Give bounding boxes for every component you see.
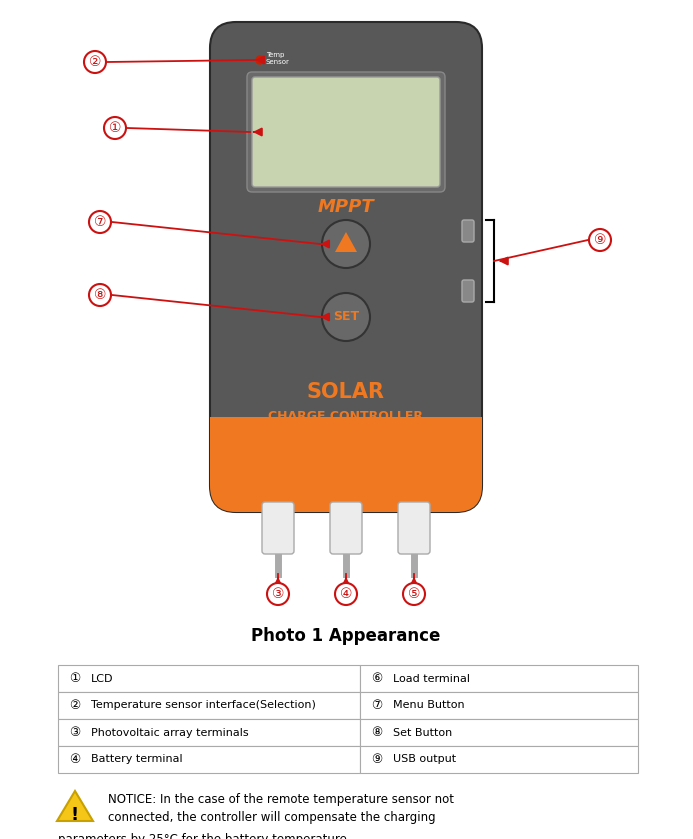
Text: USB output: USB output [393, 754, 456, 764]
Text: Set Button: Set Button [393, 727, 453, 737]
FancyBboxPatch shape [398, 502, 430, 554]
Bar [236, 417, 456, 464]
Text: Photo 1 Appearance: Photo 1 Appearance [252, 627, 441, 645]
Text: MPPT: MPPT [317, 198, 374, 216]
Text: ③: ③ [69, 726, 80, 739]
Bar [58, 665, 360, 692]
FancyBboxPatch shape [252, 77, 440, 187]
Text: ③: ③ [272, 587, 284, 601]
Text: Temp
Sensor: Temp Sensor [266, 53, 290, 65]
FancyBboxPatch shape [247, 72, 445, 192]
Circle shape [589, 229, 611, 251]
Text: ⑧: ⑧ [94, 288, 106, 302]
FancyBboxPatch shape [210, 22, 482, 512]
Text: ⑧: ⑧ [371, 726, 383, 739]
Circle shape [84, 51, 106, 73]
Circle shape [403, 583, 425, 605]
Polygon shape [335, 232, 357, 252]
Circle shape [322, 220, 370, 268]
Text: Battery terminal: Battery terminal [91, 754, 183, 764]
Circle shape [89, 211, 111, 233]
Text: connected, the controller will compensate the charging: connected, the controller will compensat… [108, 811, 436, 824]
Text: parameters by 25°C for the battery temperature.: parameters by 25°C for the battery tempe… [58, 833, 351, 839]
Text: CHARGE CONTROLLER: CHARGE CONTROLLER [268, 409, 423, 423]
Polygon shape [57, 791, 93, 821]
Text: ①: ① [69, 672, 80, 685]
Bar [58, 746, 360, 773]
Text: SET: SET [333, 310, 359, 324]
Text: ⑨: ⑨ [594, 233, 606, 247]
Text: Menu Button: Menu Button [393, 701, 464, 711]
FancyBboxPatch shape [462, 220, 474, 242]
Text: ①: ① [109, 121, 121, 135]
Text: LCD: LCD [91, 674, 114, 684]
Text: Photovoltaic array terminals: Photovoltaic array terminals [91, 727, 249, 737]
Text: ④: ④ [69, 753, 80, 766]
Bar [360, 719, 638, 746]
Text: ②: ② [89, 55, 101, 69]
Bar [58, 719, 360, 746]
Bar [360, 692, 638, 719]
Text: ④: ④ [340, 587, 352, 601]
Circle shape [104, 117, 126, 139]
FancyBboxPatch shape [462, 280, 474, 302]
Circle shape [89, 284, 111, 306]
Bar [210, 417, 482, 486]
Bar [58, 692, 360, 719]
Circle shape [335, 583, 357, 605]
Text: Load terminal: Load terminal [393, 674, 470, 684]
Text: ⑦: ⑦ [94, 215, 106, 229]
FancyBboxPatch shape [262, 502, 294, 554]
Circle shape [322, 293, 370, 341]
Bar [360, 665, 638, 692]
Circle shape [256, 56, 264, 64]
Text: SOLAR: SOLAR [307, 382, 385, 402]
Circle shape [267, 583, 289, 605]
Text: ②: ② [69, 699, 80, 712]
Text: ⑦: ⑦ [371, 699, 383, 712]
Text: !: ! [71, 806, 79, 824]
Text: ⑨: ⑨ [371, 753, 383, 766]
FancyBboxPatch shape [210, 460, 482, 512]
Text: ⑤: ⑤ [407, 587, 420, 601]
Text: ⑥: ⑥ [371, 672, 383, 685]
Text: NOTICE: In the case of the remote temperature sensor not: NOTICE: In the case of the remote temper… [108, 793, 454, 806]
Bar [360, 746, 638, 773]
FancyBboxPatch shape [330, 502, 362, 554]
Text: Temperature sensor interface(Selection): Temperature sensor interface(Selection) [91, 701, 316, 711]
